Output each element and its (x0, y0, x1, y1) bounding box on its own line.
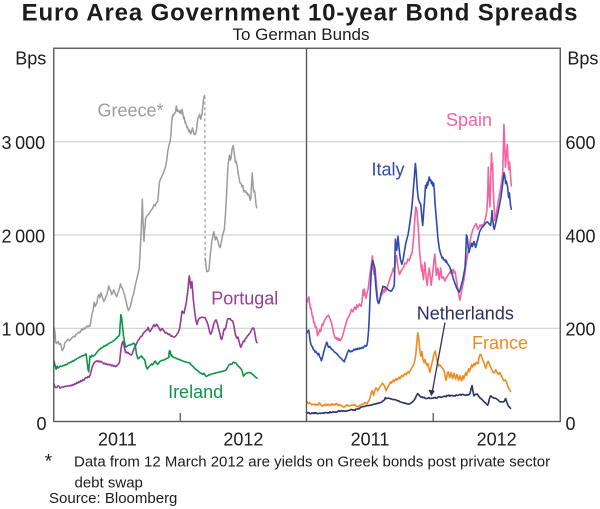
svg-text:debt swap: debt swap (75, 474, 143, 491)
svg-text:2012: 2012 (223, 429, 263, 449)
svg-text:Italy: Italy (371, 160, 404, 180)
svg-text:Greece*: Greece* (97, 100, 163, 120)
svg-text:600: 600 (566, 133, 596, 153)
svg-text:Source: Bloomberg: Source: Bloomberg (49, 490, 177, 507)
svg-text:Bps: Bps (15, 48, 46, 68)
svg-text:*: * (45, 452, 53, 473)
svg-text:2 000: 2 000 (2, 226, 46, 246)
svg-text:1 000: 1 000 (2, 320, 46, 340)
svg-text:3 000: 3 000 (2, 133, 46, 153)
svg-text:400: 400 (566, 226, 596, 246)
svg-text:0: 0 (566, 414, 576, 434)
svg-text:2011: 2011 (351, 429, 390, 449)
svg-text:2012: 2012 (477, 429, 517, 449)
svg-text:Portugal: Portugal (211, 288, 278, 308)
svg-text:Netherlands: Netherlands (417, 303, 514, 323)
svg-text:To German Bunds: To German Bunds (232, 25, 369, 44)
svg-text:2011: 2011 (98, 429, 137, 449)
svg-text:Bps: Bps (567, 48, 598, 68)
svg-text:France: France (472, 333, 528, 353)
svg-text:Euro Area Government 10-year B: Euro Area Government 10-year Bond Spread… (22, 0, 579, 26)
svg-text:0: 0 (36, 414, 46, 434)
svg-text:Ireland: Ireland (168, 382, 223, 402)
svg-text:200: 200 (566, 320, 596, 340)
svg-text:Data from 12 March 2012 are yi: Data from 12 March 2012 are yields on Gr… (74, 453, 550, 470)
svg-text:Spain: Spain (446, 110, 492, 130)
